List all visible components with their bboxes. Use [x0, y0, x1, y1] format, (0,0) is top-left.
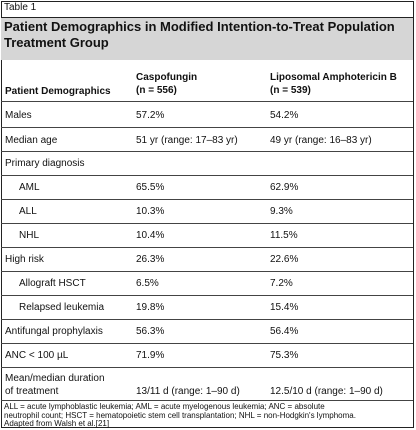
row-liposomal: 15.4% — [270, 302, 299, 313]
header-col2-n: (n = 556) — [136, 85, 177, 96]
table-number: Table 1 — [4, 2, 37, 13]
row-divider — [1, 223, 413, 224]
row-caspofungin: 65.5% — [136, 182, 165, 193]
row-liposomal: 54.2% — [270, 110, 299, 121]
footnote-line-1: ALL = acute lymphoblastic leukemia; AML … — [4, 402, 325, 411]
row-liposomal: 49 yr (range: 16–83 yr) — [270, 135, 372, 146]
row-divider — [1, 199, 413, 200]
row-liposomal: 11.5% — [270, 230, 298, 241]
row-label: Relapsed leukemia — [19, 302, 105, 313]
row-label-line-2: of treatment — [5, 386, 59, 397]
row-liposomal: 22.6% — [270, 254, 299, 265]
row-divider — [1, 295, 413, 296]
header-col3-name: Liposomal Amphotericin B — [270, 72, 397, 83]
row-label: Antifungal prophylaxis — [5, 326, 103, 337]
row-label: ALL — [19, 206, 37, 217]
row-label: Median age — [5, 135, 58, 146]
row-caspofungin: 71.9% — [136, 350, 165, 361]
row-liposomal: 7.2% — [270, 278, 293, 289]
row-label: Males — [5, 110, 32, 121]
row-caspofungin: 10.3% — [136, 206, 165, 217]
row-label-line-1: Mean/median duration — [5, 373, 105, 384]
row-caspofungin: 51 yr (range: 17–83 yr) — [136, 135, 238, 146]
row-divider — [1, 343, 413, 344]
row-label: Allograft HSCT — [19, 278, 86, 289]
footnote-line-2: neutrophil count; HSCT = hematopoietic s… — [4, 411, 356, 420]
row-label: AML — [19, 182, 40, 193]
row-divider — [1, 151, 413, 152]
row-label: Primary diagnosis — [5, 158, 85, 169]
row-divider — [1, 319, 413, 320]
row-divider — [1, 127, 413, 128]
row-caspofungin: 13/11 d (range: 1–90 d) — [136, 386, 240, 397]
title-band — [1, 17, 413, 60]
row-label: High risk — [5, 254, 44, 265]
row-liposomal: 56.4% — [270, 326, 299, 337]
row-divider — [1, 271, 413, 272]
table-title: Patient Demographics in Modified Intenti… — [4, 19, 408, 51]
row-label: NHL — [19, 230, 40, 241]
table-bottom-rule — [1, 400, 413, 401]
row-liposomal: 62.9% — [270, 182, 299, 193]
header-col2-name: Caspofungin — [136, 72, 198, 83]
header-divider — [1, 101, 413, 102]
title-line-1: Patient Demographics in Modified Intenti… — [4, 19, 395, 34]
row-divider — [1, 175, 413, 176]
row-divider — [1, 367, 413, 368]
source-note: Adapted from Walsh et al.[21] — [4, 419, 110, 428]
row-liposomal: 12.5/10 d (range: 1–90 d) — [270, 386, 383, 397]
row-liposomal: 9.3% — [270, 206, 293, 217]
row-label: ANC < 100 µL — [5, 350, 69, 361]
title-line-2: Treatment Group — [4, 35, 109, 50]
header-col3-n: (n = 539) — [270, 85, 311, 96]
row-caspofungin: 10.4% — [136, 230, 165, 241]
row-caspofungin: 26.3% — [136, 254, 165, 265]
row-liposomal: 75.3% — [270, 350, 299, 361]
row-caspofungin: 57.2% — [136, 110, 165, 121]
row-caspofungin: 56.3% — [136, 326, 165, 337]
header-col1: Patient Demographics — [5, 86, 111, 97]
row-divider — [1, 247, 413, 248]
row-caspofungin: 19.8% — [136, 302, 165, 313]
row-caspofungin: 6.5% — [136, 278, 159, 289]
